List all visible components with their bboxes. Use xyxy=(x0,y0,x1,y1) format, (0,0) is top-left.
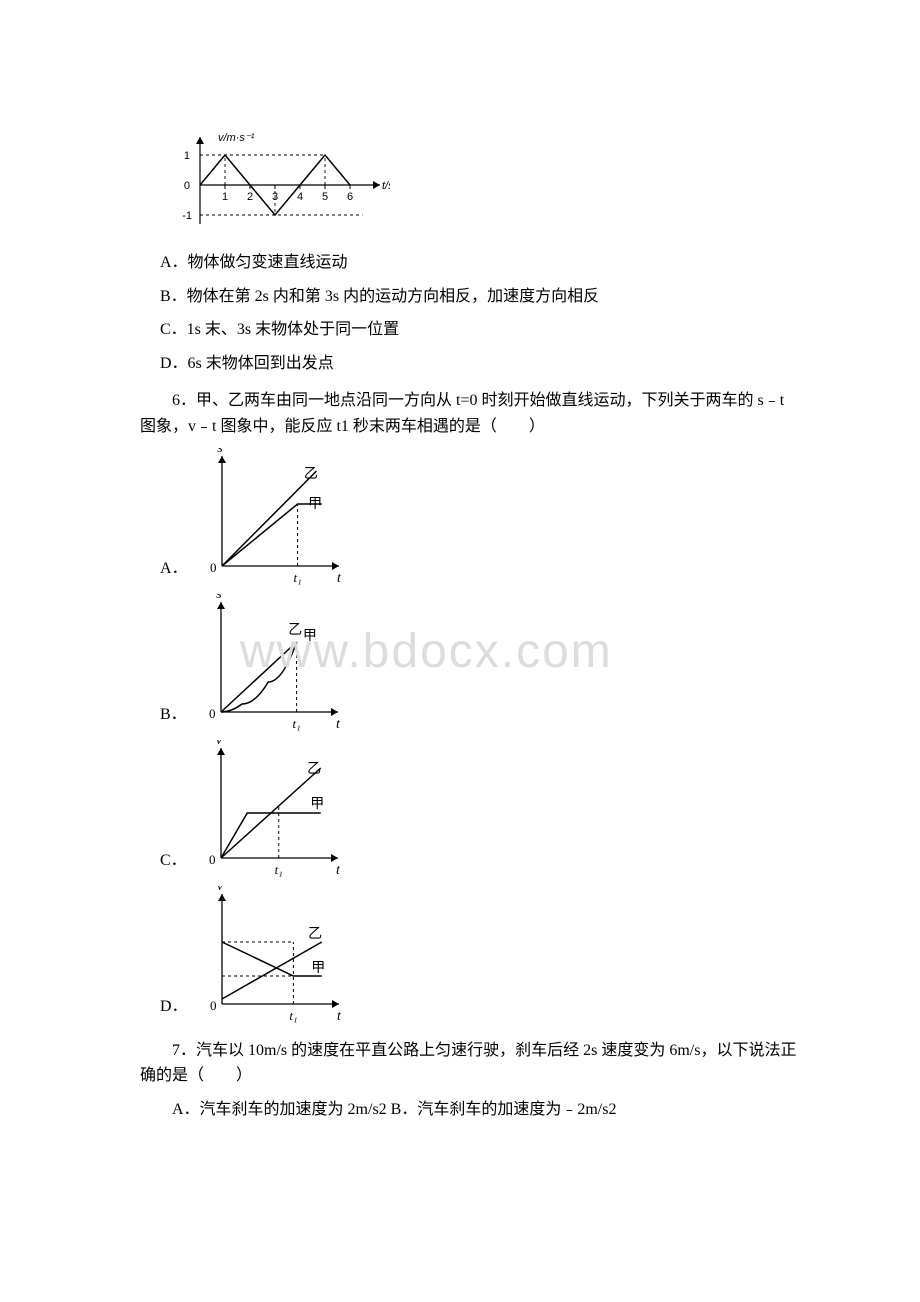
svg-text:v: v xyxy=(216,886,223,894)
svg-text:乙: 乙 xyxy=(303,466,317,482)
svg-text:甲: 甲 xyxy=(310,797,324,812)
svg-text:t: t xyxy=(337,571,342,586)
q7-option-ab: A．汽车刹车的加速度为 2m/s2 B．汽车刹车的加速度为﹣2m/s2 xyxy=(140,1097,800,1123)
svg-text:乙: 乙 xyxy=(307,761,321,777)
svg-text:乙: 乙 xyxy=(288,622,302,638)
svg-text:t₁: t₁ xyxy=(293,570,301,585)
svg-text:t: t xyxy=(336,717,341,732)
svg-text:v: v xyxy=(216,740,223,748)
svg-text:0: 0 xyxy=(209,706,216,721)
q6-label-d: D． xyxy=(160,994,188,1026)
q6-chart-b: 0 s t t₁ 乙甲 xyxy=(193,594,343,734)
document-page: 1234561-10v/m·s⁻¹t/s A．物体做匀变速直线运动 B．物体在第… xyxy=(0,0,920,1210)
svg-text:1: 1 xyxy=(184,150,190,162)
svg-text:4: 4 xyxy=(297,191,303,203)
q6-chart-d: 0 v t t₁ 乙甲 xyxy=(194,886,344,1026)
svg-text:2: 2 xyxy=(247,191,253,203)
svg-text:甲: 甲 xyxy=(303,629,317,644)
svg-text:s: s xyxy=(216,594,222,602)
svg-text:5: 5 xyxy=(322,191,328,203)
svg-text:甲: 甲 xyxy=(311,961,325,976)
svg-text:t: t xyxy=(337,1009,342,1024)
svg-text:v/m·s⁻¹: v/m·s⁻¹ xyxy=(218,132,255,144)
q5-figure: 1234561-10v/m·s⁻¹t/s xyxy=(160,110,800,240)
q6-text: 6．甲、乙两车由同一地点沿同一方向从 t=0 时刻开始做直线运动，下列关于两车的… xyxy=(140,388,800,439)
q6-label-c: C． xyxy=(160,848,187,880)
watermark-region: www.bdocx.com B． 0stt₁乙甲 xyxy=(140,594,800,734)
svg-text:甲: 甲 xyxy=(308,497,322,512)
q6-option-c: C． 0 v t t₁ 乙甲 xyxy=(160,740,800,880)
q6-option-a: A． 0 s t t₁ 乙甲 xyxy=(160,448,800,588)
svg-text:s: s xyxy=(217,448,223,456)
q6-label-b: B． xyxy=(160,702,187,734)
q5-option-d: D．6s 末物体回到出发点 xyxy=(160,351,800,377)
q6-chart-c: 0 v t t₁ 乙甲 xyxy=(193,740,343,880)
svg-text:0: 0 xyxy=(210,560,217,575)
q6-chart-a: 0 s t t₁ 乙甲 xyxy=(194,448,344,588)
svg-text:1: 1 xyxy=(222,191,228,203)
q6-option-b: B． 0 s t t₁ 乙甲 xyxy=(160,594,800,734)
svg-text:0: 0 xyxy=(184,180,190,192)
svg-text:-1: -1 xyxy=(182,210,192,222)
svg-text:t/s: t/s xyxy=(382,180,390,192)
q6-label-a: A． xyxy=(160,556,188,588)
q5-option-c: C．1s 末、3s 末物体处于同一位置 xyxy=(160,317,800,343)
svg-text:t₁: t₁ xyxy=(292,716,300,731)
svg-text:t₁: t₁ xyxy=(274,862,282,877)
q6-option-d: D． 0 v t t₁ 乙甲 xyxy=(160,886,800,1026)
svg-text:0: 0 xyxy=(209,852,216,867)
svg-text:6: 6 xyxy=(347,191,353,203)
svg-text:t₁: t₁ xyxy=(289,1008,297,1023)
svg-text:t: t xyxy=(336,863,341,878)
q5-option-b: B．物体在第 2s 内和第 3s 内的运动方向相反，加速度方向相反 xyxy=(160,284,800,310)
q7-text: 7．汽车以 10m/s 的速度在平直公路上匀速行驶，刹车后经 2s 速度变为 6… xyxy=(140,1038,800,1089)
svg-text:0: 0 xyxy=(210,998,217,1013)
q5-vt-chart: 1234561-10v/m·s⁻¹t/s xyxy=(160,110,390,240)
svg-text:乙: 乙 xyxy=(308,926,322,942)
q5-option-a: A．物体做匀变速直线运动 xyxy=(160,250,800,276)
